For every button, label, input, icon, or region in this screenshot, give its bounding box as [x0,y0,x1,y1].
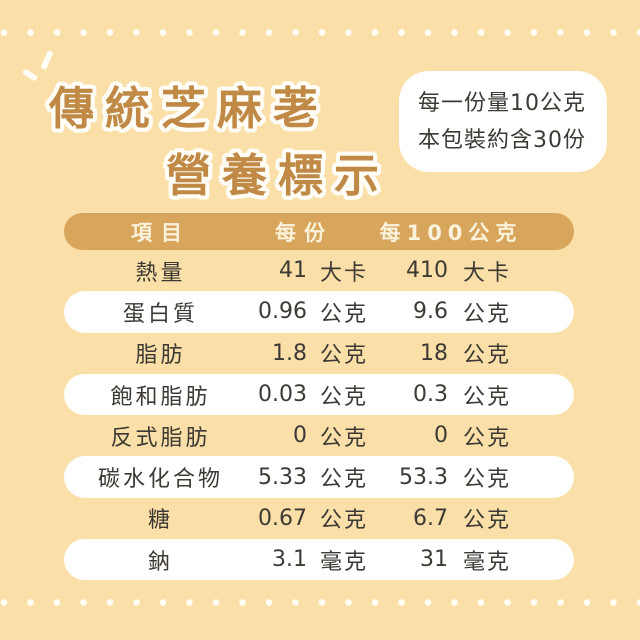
row-value-per-serving: 0.67 [258,505,307,531]
dotted-border-bottom [0,598,640,607]
row-value-per-100g: 31 [420,547,448,573]
row-value-per-serving: 1.8 [272,340,307,366]
row-label: 反式脂肪 [110,425,211,451]
row-unit-per-100g: 大卡 [463,260,512,286]
table-row-carbohydrate: 碳水化合物 5.33 公克 53.3 公克 [64,456,574,498]
row-unit-per-100g: 公克 [463,301,512,327]
row-value-per-serving: 0.03 [258,382,307,408]
row-unit-per-serving: 公克 [320,467,369,493]
row-value-per-100g: 9.6 [413,299,448,325]
table-row-trans-fat: 反式脂肪 0 公克 0 公克 [64,415,574,456]
row-unit-per-serving: 公克 [320,301,369,327]
table-row-protein: 蛋白質 0.96 公克 9.6 公克 [64,291,574,333]
row-unit-per-serving: 毫克 [320,549,369,575]
serving-size-text: 每一份量10公克 [418,90,586,116]
row-value-per-serving: 3.1 [272,547,307,573]
row-value-per-serving: 5.33 [258,464,307,490]
dotted-border-top [0,28,640,37]
row-value-per-serving: 0 [293,423,307,449]
row-unit-per-100g: 公克 [463,343,512,369]
row-value-per-100g: 6.7 [413,505,448,531]
row-unit-per-serving: 公克 [320,508,369,534]
page-title-line1: 傳統芝麻荖 [49,82,330,135]
table-header-row: 項目 每份 每100公克 [64,213,574,250]
page-title-line2: 營養標示 [166,149,391,202]
row-label: 脂肪 [135,343,186,369]
row-unit-per-100g: 公克 [463,384,512,410]
table-row-saturated-fat: 飽和脂肪 0.03 公克 0.3 公克 [64,373,574,416]
row-unit-per-serving: 公克 [320,384,369,410]
row-label: 碳水化合物 [97,467,223,493]
serving-info-card: 每一份量10公克 本包裝約含30份 [399,71,607,172]
row-value-per-serving: 0.96 [258,299,307,325]
row-value-per-serving: 41 [279,258,307,284]
row-value-per-100g: 0.3 [413,382,448,408]
row-unit-per-serving: 公克 [320,343,369,369]
header-item: 項目 [131,220,191,245]
sparkle-stroke [40,49,54,71]
row-label: 飽和脂肪 [110,384,211,410]
table-row-calories: 熱量 41 大卡 410 大卡 [64,250,574,291]
row-unit-per-serving: 大卡 [320,260,369,286]
nutrition-table: 項目 每份 每100公克 熱量 41 大卡 410 大卡 蛋白質 0.96 公克… [64,213,574,581]
row-unit-per-100g: 公克 [463,467,512,493]
table-row-sodium: 鈉 3.1 毫克 31 毫克 [64,539,574,581]
header-per-100g: 每100公克 [379,220,523,245]
header-per-serving: 每份 [275,220,333,245]
sparkle-stroke [21,68,39,82]
row-label: 糖 [147,508,173,534]
row-value-per-100g: 18 [420,340,448,366]
row-value-per-100g: 0 [434,423,448,449]
servings-per-package-text: 本包裝約含30份 [418,127,586,153]
row-label: 熱量 [135,260,186,286]
row-label: 鈉 [147,549,173,575]
row-label: 蛋白質 [122,301,198,327]
row-unit-per-100g: 公克 [463,425,512,451]
row-value-per-100g: 53.3 [399,464,448,490]
row-unit-per-100g: 毫克 [463,549,512,575]
row-unit-per-100g: 公克 [463,508,512,534]
table-row-fat: 脂肪 1.8 公克 18 公克 [64,333,574,374]
table-row-sugar: 糖 0.67 公克 6.7 公克 [64,498,574,539]
row-value-per-100g: 410 [406,258,448,284]
row-unit-per-serving: 公克 [320,425,369,451]
